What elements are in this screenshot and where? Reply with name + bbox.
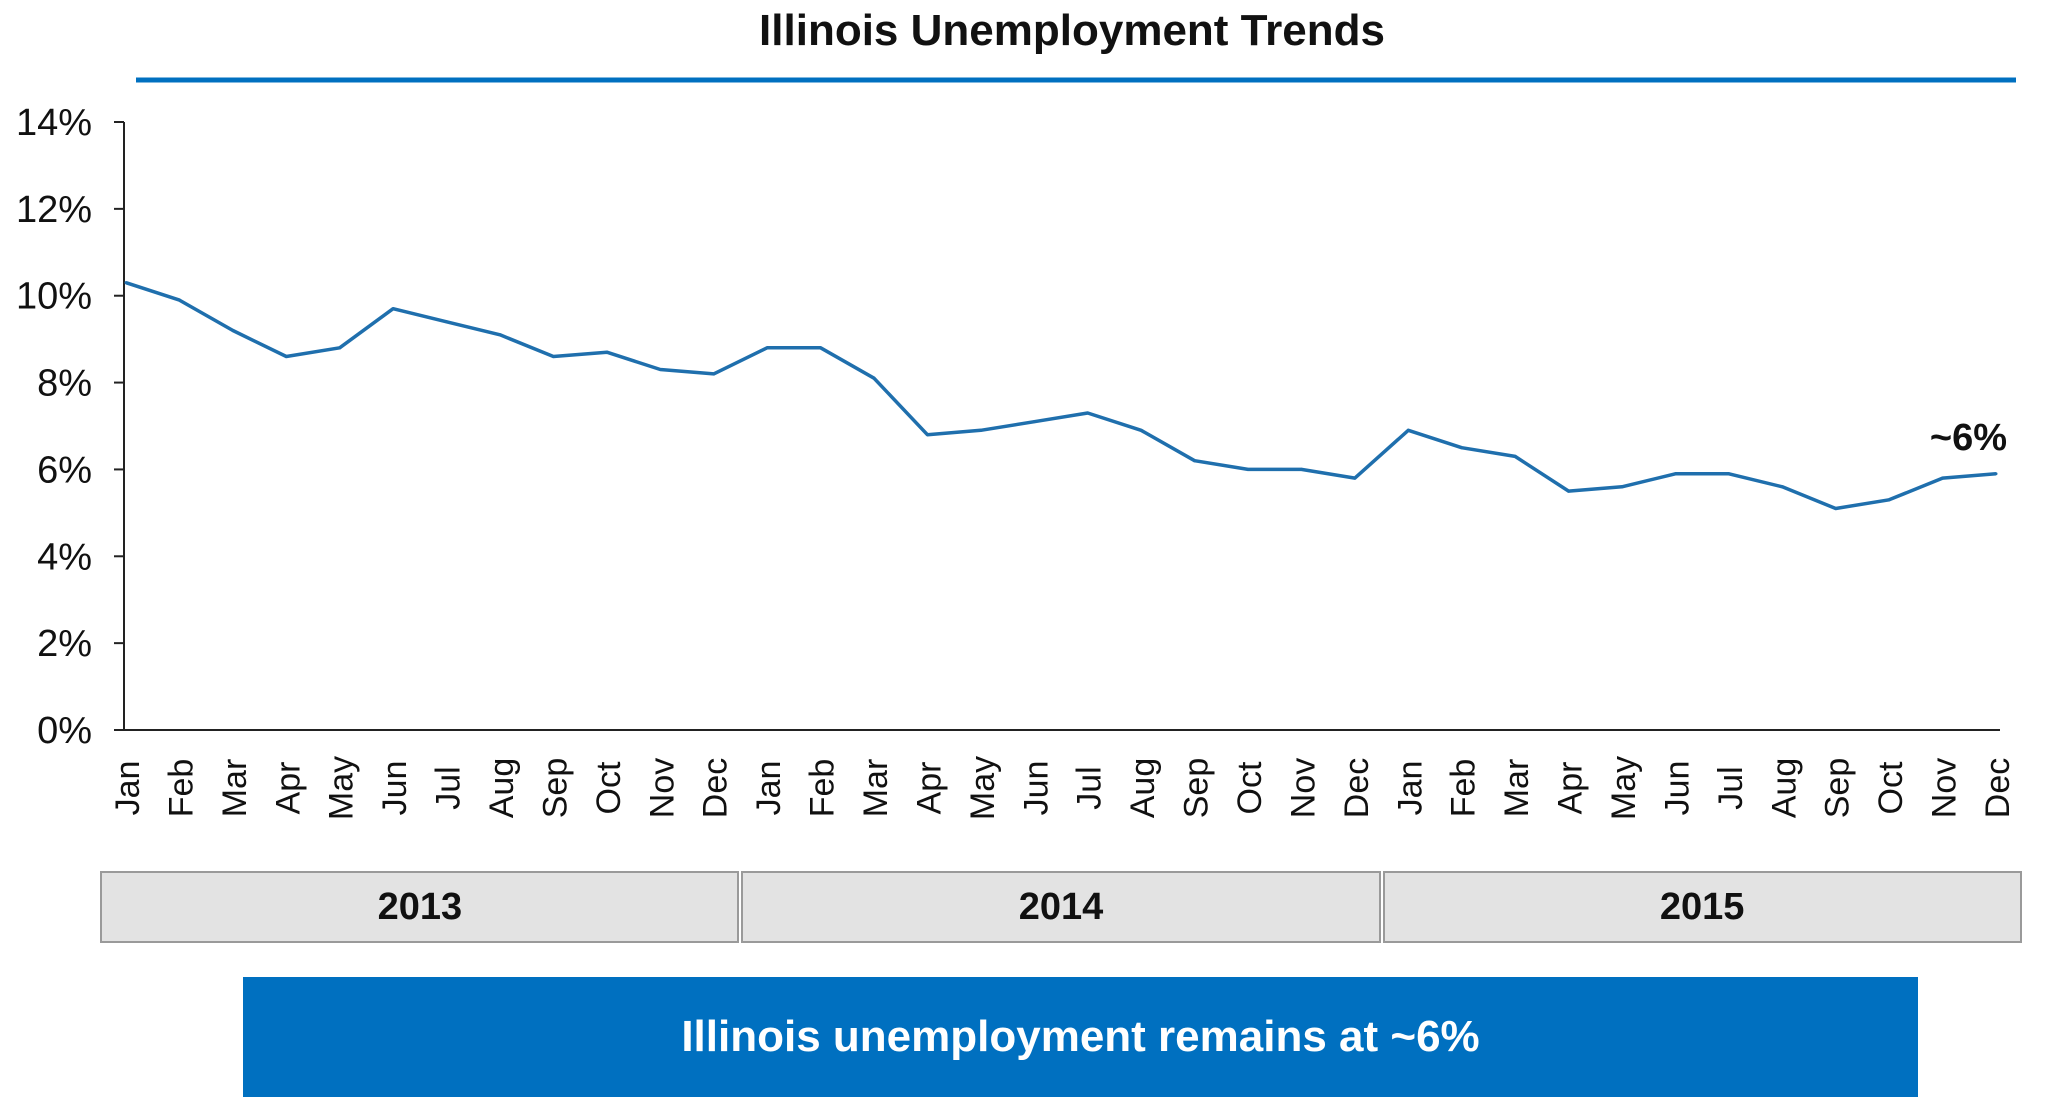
data-point xyxy=(1032,420,1036,424)
data-point xyxy=(1086,411,1090,415)
y-tick-label: 6% xyxy=(37,449,92,491)
x-tick-label: Nov xyxy=(1926,758,1964,818)
data-point xyxy=(1460,446,1464,450)
x-tick-label: Sep xyxy=(536,758,574,819)
x-tick-label: Nov xyxy=(1284,758,1322,818)
x-tick-label: Apr xyxy=(910,762,948,815)
data-point xyxy=(1887,498,1891,502)
year-group-2014: 2014 xyxy=(741,871,1381,943)
y-tick-label: 10% xyxy=(16,276,92,318)
x-tick-label: Aug xyxy=(1765,758,1803,819)
data-point xyxy=(1941,476,1945,480)
axes xyxy=(123,122,2000,731)
data-point xyxy=(1727,472,1731,476)
data-point xyxy=(498,333,502,337)
x-tick-label: Jan xyxy=(750,761,788,816)
x-tick-label: Jul xyxy=(1071,766,1109,809)
y-tick-label: 0% xyxy=(37,710,92,752)
x-tick-label: Jun xyxy=(1017,761,1055,816)
x-tick-label: Mar xyxy=(1498,759,1536,818)
data-point xyxy=(605,350,609,354)
data-point xyxy=(1834,507,1838,511)
y-tick-label: 8% xyxy=(37,363,92,405)
data-point xyxy=(284,355,288,359)
data-point xyxy=(231,328,235,332)
data-point xyxy=(1994,472,1998,476)
x-tick-label: Jul xyxy=(430,766,468,809)
callout-banner: Illinois unemployment remains at ~6% xyxy=(243,977,1918,1097)
data-point xyxy=(1406,428,1410,432)
data-point xyxy=(1246,467,1250,471)
data-point xyxy=(1193,459,1197,463)
data-point xyxy=(1353,476,1357,480)
x-tick-label: Sep xyxy=(1178,758,1216,819)
y-tick-label: 2% xyxy=(37,623,92,665)
data-point xyxy=(925,433,929,437)
end-value-annotation: ~6% xyxy=(1930,417,2007,459)
year-group-2015: 2015 xyxy=(1382,871,2022,943)
x-tick-label: Jan xyxy=(1391,761,1429,816)
data-point xyxy=(872,376,876,380)
x-tick-label: Jun xyxy=(376,761,414,816)
x-tick-label: Oct xyxy=(1231,761,1269,814)
data-point xyxy=(979,428,983,432)
y-tick-label: 4% xyxy=(37,536,92,578)
x-tick-label: Jan xyxy=(109,761,147,816)
data-point xyxy=(1673,472,1677,476)
data-point xyxy=(1513,454,1517,458)
y-tick-label: 14% xyxy=(16,102,92,144)
x-tick-label: Aug xyxy=(1124,758,1162,819)
x-tick-label: Aug xyxy=(483,758,521,819)
line-chart: 0% 2% 4% 6% 8% 10% 12% 14% Jan Feb Mar Apr May Jun Ju… xyxy=(16,77,2017,820)
annotation-layer: ~6% xyxy=(1930,417,2007,459)
data-point xyxy=(819,346,823,350)
x-tick-label: Apr xyxy=(1552,762,1590,815)
x-tick-label: Nov xyxy=(643,758,681,818)
x-tick-label: Dec xyxy=(1338,758,1376,818)
series-layer xyxy=(124,281,1998,511)
y-axis-ticks: 0% 2% 4% 6% 8% 10% 12% 14% xyxy=(16,102,124,752)
x-tick-label: May xyxy=(1605,756,1643,820)
x-tick-label: Jul xyxy=(1712,766,1750,809)
x-tick-label: Feb xyxy=(804,759,842,818)
x-tick-label: Feb xyxy=(1445,759,1483,818)
data-point xyxy=(765,346,769,350)
year-group-2013: 2013 xyxy=(100,871,740,943)
x-tick-label: Feb xyxy=(162,759,200,818)
x-tick-label: May xyxy=(964,756,1002,820)
series-line xyxy=(125,281,1997,511)
data-point xyxy=(712,372,716,376)
data-point xyxy=(1139,428,1143,432)
x-tick-label: Dec xyxy=(1979,758,2017,818)
data-point xyxy=(338,346,342,350)
data-point xyxy=(658,368,662,372)
chart-title: Illinois Unemployment Trends xyxy=(759,6,1385,55)
x-tick-label: Sep xyxy=(1819,758,1857,819)
x-tick-label: Jun xyxy=(1658,761,1696,816)
x-tick-label: Apr xyxy=(269,762,307,815)
data-point xyxy=(1620,485,1624,489)
x-tick-label: Mar xyxy=(216,759,254,818)
data-point xyxy=(391,307,395,311)
data-point xyxy=(1567,489,1571,493)
x-tick-label: Mar xyxy=(857,759,895,818)
data-point xyxy=(124,281,128,285)
data-point xyxy=(551,355,555,359)
x-tick-label: Oct xyxy=(590,761,628,814)
data-point xyxy=(1780,485,1784,489)
data-point xyxy=(445,320,449,324)
x-tick-label: Oct xyxy=(1872,761,1910,814)
data-point xyxy=(177,298,181,302)
x-axis-ticks: Jan Feb Mar Apr May Jun Jul Aug Sep Oct Nov Dec Jan F… xyxy=(109,756,2017,820)
x-tick-label: May xyxy=(323,756,361,820)
x-tick-label: Dec xyxy=(697,758,735,818)
y-tick-label: 12% xyxy=(16,189,92,231)
data-point xyxy=(1299,467,1303,471)
